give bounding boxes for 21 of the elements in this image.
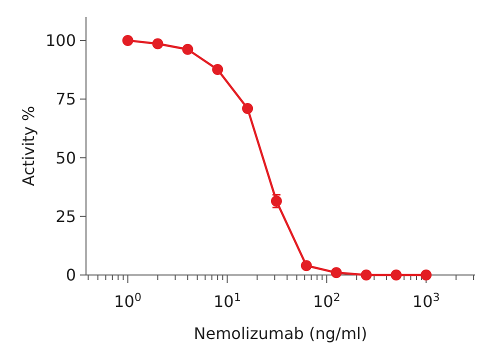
x-tick-label: 10$^{2}$ [312,290,340,311]
point [420,270,432,280]
point [390,270,402,280]
x-tick-label: 10$^{1}$ [213,290,241,311]
point [242,102,254,114]
point [122,34,134,46]
y-axis-title: Activity % [19,106,38,186]
x-tick-label: 10$^{0}$ [114,290,142,311]
point [330,267,342,278]
point [300,260,312,272]
point [152,38,164,50]
y-tick-label: 75 [56,90,76,109]
y-tick-label: 50 [56,148,76,168]
y-tick-label: 0 [66,266,76,285]
x-tick-label: 10$^{3}$ [412,290,440,311]
point [360,270,372,280]
x-axis-title: Nemolizumab (ng/ml) [194,324,368,343]
point [182,44,194,55]
y-tick-label: 100 [45,31,76,50]
y-tick-label: 25 [56,206,76,226]
point [212,64,224,76]
